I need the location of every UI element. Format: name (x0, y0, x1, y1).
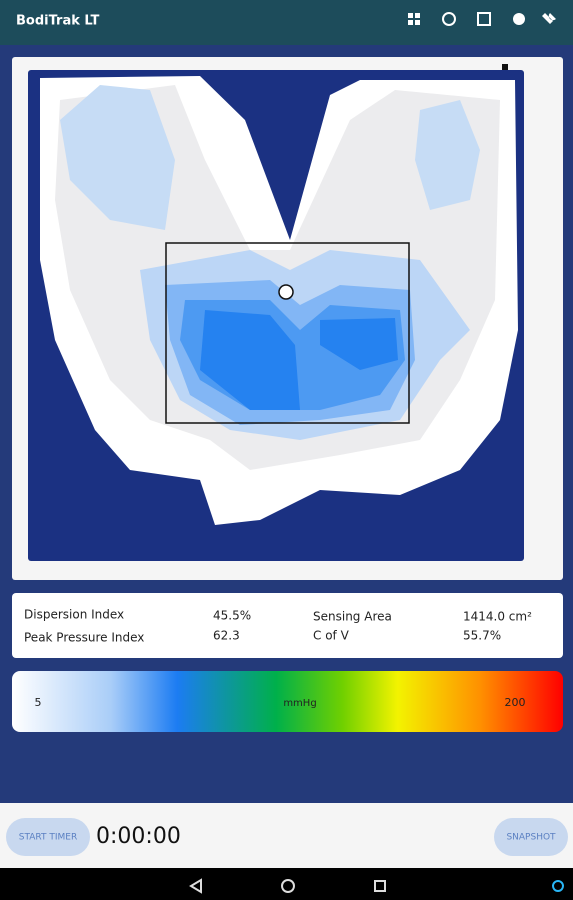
center-of-pressure (278, 284, 294, 300)
stat-label: C of V (313, 629, 350, 643)
stat-label: Dispersion Index (24, 608, 124, 622)
nav-home[interactable] (281, 879, 295, 893)
stat-label: Sensing Area (313, 610, 392, 624)
scale-max: 200 (505, 696, 526, 709)
icon-frame[interactable] (477, 12, 491, 26)
stat-value: 45.5% (213, 609, 251, 623)
icon-grid-part (408, 20, 413, 25)
color-scale (12, 671, 563, 732)
assistant-icon[interactable] (552, 880, 564, 892)
map-zone (200, 310, 398, 410)
toolbar-icons[interactable] (408, 12, 556, 26)
footer-bar (0, 803, 573, 868)
icon-timer[interactable] (442, 12, 456, 26)
start-timer-label: START TIMER (19, 833, 77, 843)
scale-unit: mmHg (283, 698, 316, 709)
stat-value: 1414.0 cm² (463, 610, 532, 624)
stat-label: Peak Pressure Index (24, 631, 144, 645)
stat-value: 55.7% (463, 629, 501, 643)
nav-back[interactable] (189, 878, 202, 894)
icon-tools[interactable] (542, 13, 556, 24)
icon-grid[interactable] (408, 13, 413, 18)
timer: 0:00:00 (96, 824, 181, 849)
stats-card (12, 593, 563, 658)
nav-recents[interactable] (374, 880, 386, 892)
region-box (165, 242, 410, 424)
nav-bar (0, 868, 573, 900)
snapshot-button[interactable] (494, 818, 568, 856)
stat-value: 62.3 (213, 629, 240, 643)
app-title: BodiTrak LT (16, 14, 100, 29)
scale-min: 5 (35, 696, 42, 709)
icon-grid-part (415, 13, 420, 18)
icon-grid-part (415, 20, 420, 25)
start-timer-button[interactable] (6, 818, 90, 856)
corner-marker (502, 64, 508, 70)
map-zone (60, 85, 480, 230)
snapshot-label: SNAPSHOT (506, 833, 556, 843)
icon-settings[interactable] (513, 13, 525, 25)
